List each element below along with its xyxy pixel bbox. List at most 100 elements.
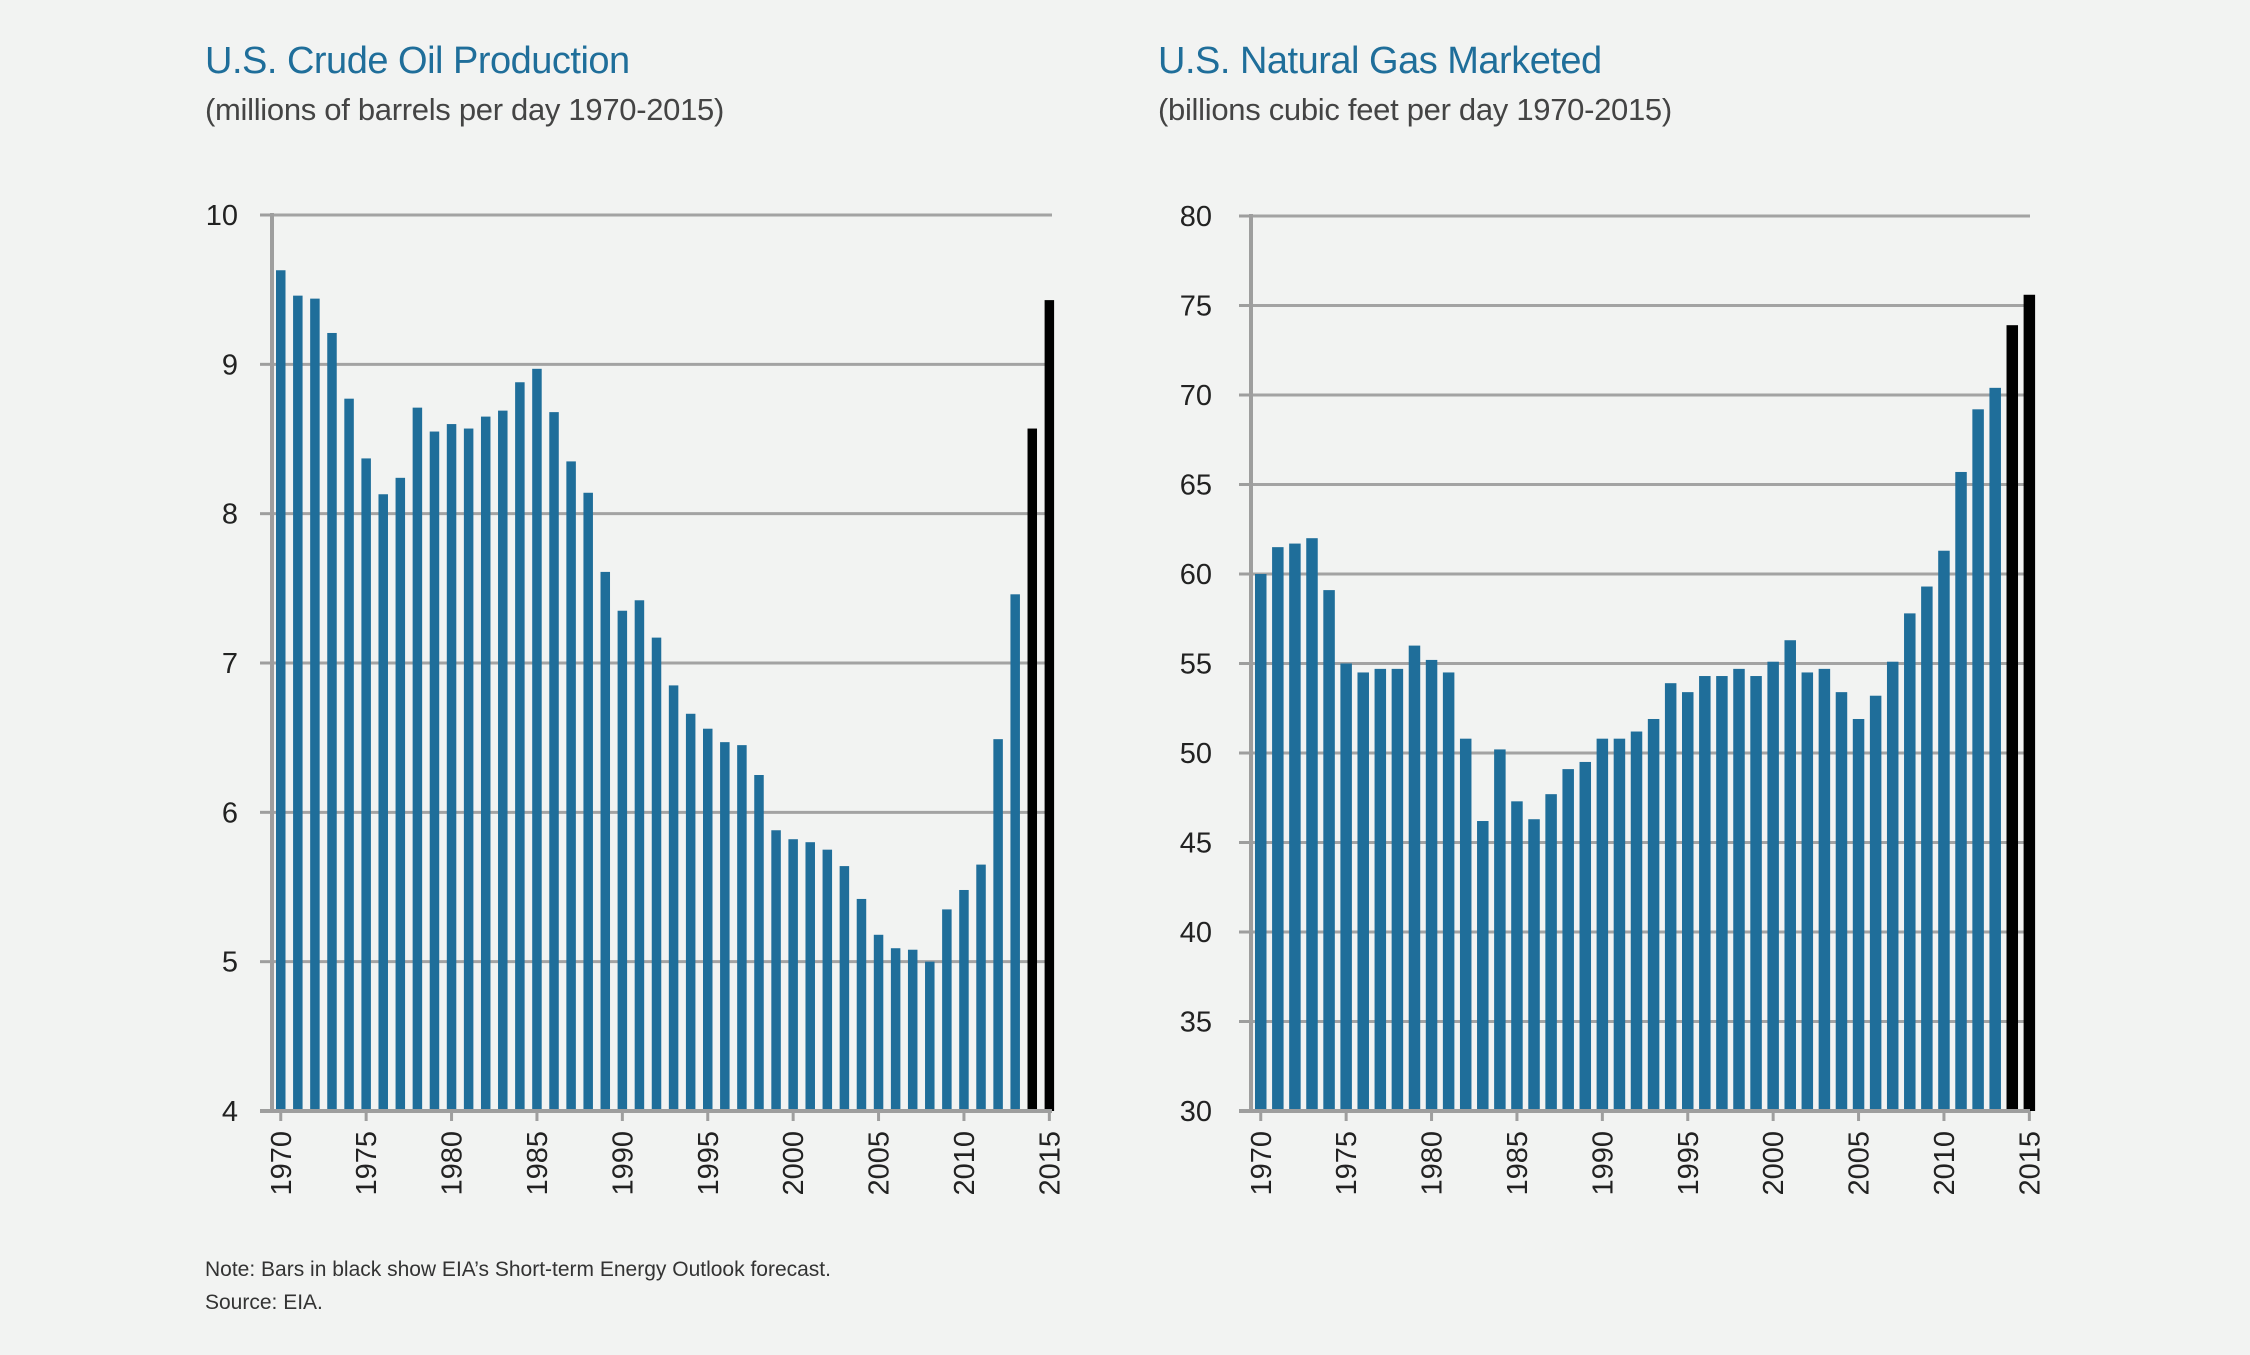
gas-bar-1986 bbox=[1528, 819, 1540, 1111]
oil-x-tick-label: 1980 bbox=[437, 1131, 469, 1196]
gas-bar-1975 bbox=[1340, 663, 1352, 1111]
oil-bar-2009 bbox=[942, 909, 952, 1111]
gas-bar-1972 bbox=[1289, 543, 1301, 1111]
gas-x-tick-label: 1995 bbox=[1673, 1131, 1705, 1196]
oil-y-tick-label: 8 bbox=[222, 499, 238, 531]
oil-bar-1994 bbox=[685, 713, 696, 1111]
gas-y-tick-label: 50 bbox=[1180, 738, 1212, 770]
oil-bar-1997 bbox=[737, 745, 747, 1111]
gas-y-tick-label: 30 bbox=[1180, 1096, 1212, 1128]
gas-y-tick-label: 70 bbox=[1180, 380, 1212, 412]
gas-x-tick-label: 1975 bbox=[1331, 1131, 1363, 1196]
oil-bar-1975 bbox=[361, 458, 371, 1111]
oil-bar-2001 bbox=[805, 842, 815, 1111]
gas-x-tick-label: 1990 bbox=[1587, 1131, 1619, 1196]
oil-bar-1984 bbox=[515, 382, 525, 1112]
gas-y-tick-label: 35 bbox=[1180, 1007, 1212, 1039]
gas-bar-1998 bbox=[1733, 668, 1745, 1111]
gas-bar-1983 bbox=[1477, 821, 1489, 1111]
oil-bar-1992 bbox=[651, 637, 662, 1111]
gas-y-tick-label: 55 bbox=[1180, 649, 1212, 681]
gas-bar-1977 bbox=[1374, 668, 1387, 1111]
oil-bar-1988 bbox=[583, 492, 593, 1111]
oil-bar-1973 bbox=[327, 332, 337, 1111]
gas-bar-1988 bbox=[1562, 769, 1574, 1111]
gas-bar-2013 bbox=[1989, 387, 2001, 1112]
oil-bar-1995 bbox=[703, 728, 713, 1111]
oil-y-tick-label: 6 bbox=[222, 797, 238, 829]
gas-bar-2012 bbox=[1972, 409, 1984, 1111]
gas-x-tick-label: 2000 bbox=[1758, 1131, 1790, 1196]
gas-x-tick-label: 1970 bbox=[1246, 1131, 1278, 1196]
gas-bar-1992 bbox=[1630, 731, 1643, 1111]
oil-bar-2015 bbox=[1044, 300, 1055, 1111]
oil-bar-1977 bbox=[395, 477, 406, 1111]
oil-x-tick-label: 1975 bbox=[351, 1131, 383, 1196]
gas-x-tick-label: 2015 bbox=[2014, 1131, 2046, 1196]
oil-x-tick-label: 2005 bbox=[864, 1131, 896, 1196]
gas-y-tick-label: 75 bbox=[1180, 291, 1212, 323]
oil-bar-1985 bbox=[532, 368, 542, 1111]
gas-bar-1976 bbox=[1357, 672, 1369, 1111]
gas-marketed-chart: 30 35 40 45 50 55 60 65 70 75 80 1970 1975 1980 1985 19… bbox=[1180, 201, 2047, 1196]
gas-bar-1989 bbox=[1579, 761, 1592, 1111]
gas-x-tick-label: 1980 bbox=[1417, 1131, 1449, 1196]
oil-bar-1970 bbox=[276, 270, 286, 1112]
oil-production-chart: 4 5 6 7 8 9 10 1970 1975 1980 1985 1990 1995 2000 2005… bbox=[206, 200, 1067, 1196]
gas-bar-1996 bbox=[1699, 676, 1711, 1111]
gas-y-tick-label: 45 bbox=[1180, 828, 1212, 860]
oil-bar-2013 bbox=[1010, 594, 1020, 1111]
oil-bar-1972 bbox=[310, 298, 320, 1111]
gas-bar-2005 bbox=[1852, 718, 1865, 1111]
oil-bar-2008 bbox=[925, 961, 935, 1111]
oil-chart-title: U.S. Crude Oil Production bbox=[205, 40, 630, 82]
gas-bar-1980 bbox=[1425, 659, 1438, 1111]
gas-bar-1974 bbox=[1323, 590, 1335, 1111]
gas-bar-2008 bbox=[1904, 613, 1916, 1111]
oil-x-tick-label: 2000 bbox=[778, 1131, 810, 1196]
oil-bar-2003 bbox=[839, 866, 850, 1111]
oil-bar-1999 bbox=[771, 830, 781, 1111]
oil-y-tick-label: 10 bbox=[206, 200, 238, 232]
gas-bar-1999 bbox=[1750, 676, 1762, 1111]
gas-y-tick-label: 60 bbox=[1180, 559, 1212, 591]
oil-bar-1978 bbox=[412, 407, 423, 1111]
gas-bar-1973 bbox=[1306, 538, 1318, 1111]
oil-bar-1971 bbox=[293, 295, 303, 1111]
oil-bar-1990 bbox=[617, 610, 628, 1111]
oil-bar-2007 bbox=[907, 949, 918, 1111]
gas-chart-subtitle: (billions cubic feet per day 1970-2015) bbox=[1158, 92, 1672, 127]
gas-bar-2004 bbox=[1835, 692, 1848, 1111]
gas-bar-2001 bbox=[1784, 640, 1796, 1111]
gas-bar-2009 bbox=[1921, 586, 1933, 1111]
oil-x-tick-label: 2015 bbox=[1034, 1131, 1066, 1196]
oil-bar-1996 bbox=[720, 742, 730, 1111]
gas-x-tick-label: 1985 bbox=[1502, 1131, 1534, 1196]
gas-bar-1987 bbox=[1545, 794, 1557, 1111]
gas-bar-2003 bbox=[1818, 668, 1831, 1111]
oil-bar-1987 bbox=[566, 461, 576, 1111]
oil-bar-1993 bbox=[668, 685, 679, 1111]
gas-bar-1982 bbox=[1459, 738, 1472, 1111]
oil-y-tick-label: 9 bbox=[222, 349, 238, 381]
oil-bar-2010 bbox=[959, 889, 969, 1111]
oil-bar-2012 bbox=[993, 739, 1003, 1111]
gas-bar-1981 bbox=[1442, 672, 1455, 1111]
oil-bar-1979 bbox=[429, 431, 440, 1111]
oil-y-tick-label: 5 bbox=[222, 947, 238, 979]
oil-x-tick-label: 1990 bbox=[607, 1131, 639, 1196]
gas-bar-2002 bbox=[1801, 672, 1814, 1111]
footnote-source: Source: EIA. bbox=[205, 1291, 323, 1314]
oil-bar-2004 bbox=[856, 898, 867, 1111]
oil-bar-2011 bbox=[976, 864, 986, 1111]
oil-chart-subtitle: (millions of barrels per day 1970-2015) bbox=[205, 92, 725, 127]
gas-y-tick-label: 80 bbox=[1180, 201, 1212, 233]
oil-bar-2014 bbox=[1027, 428, 1038, 1112]
oil-bar-1986 bbox=[549, 412, 559, 1111]
oil-bar-1981 bbox=[463, 428, 474, 1112]
gas-bar-2014 bbox=[2006, 325, 2019, 1111]
oil-bar-1982 bbox=[480, 416, 491, 1112]
gas-bar-1993 bbox=[1647, 718, 1660, 1111]
gas-bar-1979 bbox=[1408, 645, 1421, 1111]
